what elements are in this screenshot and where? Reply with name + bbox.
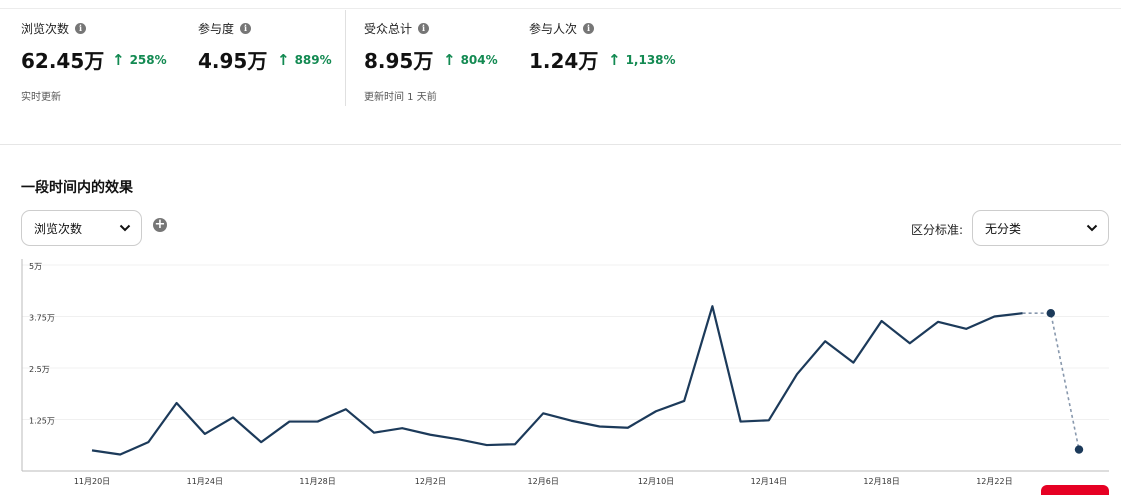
x-tick-label: 11月24日 [187, 477, 223, 486]
x-tick-label: 12月18日 [863, 477, 899, 486]
y-tick-label: 1.25万 [29, 417, 55, 426]
x-tick-label: 12月22日 [976, 477, 1012, 486]
projected-line [1022, 312, 1080, 450]
metric-change: ↑ 258% [112, 51, 167, 69]
info-icon[interactable]: i [240, 23, 252, 34]
info-icon[interactable]: i [583, 23, 595, 34]
realtime-note: 实时更新 [21, 92, 61, 103]
metric-label: 参与人次 i [529, 20, 595, 37]
metric-value: 4.95万 [198, 49, 268, 73]
x-tick-label: 12月2日 [415, 477, 446, 486]
metrics-panel: 浏览次数 i 62.45万 ↑ 258% 参与度 i 4.95万 ↑ 889% 实时更新… [0, 0, 1121, 145]
metric-label: 参与度 i [198, 20, 252, 37]
metric-label: 浏览次数 i [21, 20, 87, 37]
views-line-chart: 5万 3.75万 2.5万 1.25万 11月20日 11月24日 11月28日 12月2日 1… [21, 259, 1109, 486]
x-tick-label: 11月28日 [299, 477, 335, 486]
arrow-up-icon: ↑ [608, 51, 621, 69]
metric-change: ↑ 804% [443, 51, 498, 69]
chevron-down-icon [1086, 224, 1098, 232]
divider [345, 10, 346, 106]
metric-value: 8.95万 [364, 49, 434, 73]
x-tick-label: 12月6日 [528, 477, 559, 486]
arrow-up-icon: ↑ [112, 51, 125, 69]
metric-value: 1.24万 [529, 49, 599, 73]
y-tick-label: 5万 [29, 262, 42, 271]
arrow-up-icon: ↑ [443, 51, 456, 69]
arrow-up-icon: ↑ [277, 51, 290, 69]
add-metric-icon[interactable]: + [153, 217, 167, 232]
x-tick-label: 12月14日 [751, 477, 787, 486]
data-point-marker [1046, 309, 1056, 318]
metric-change: ↑ 889% [277, 51, 332, 69]
chevron-down-icon [119, 224, 131, 232]
section-title: 一段时间内的效果 [21, 180, 133, 196]
info-icon[interactable]: i [418, 23, 430, 34]
metric-select-value: 浏览次数 [34, 221, 83, 236]
y-tick-label: 3.75万 [29, 314, 55, 323]
metric-label: 受众总计 i [364, 20, 430, 37]
primary-action-button[interactable] [1041, 485, 1109, 495]
metric-value: 62.45万 [21, 49, 105, 73]
y-tick-label: 2.5万 [29, 365, 50, 374]
metric-change: ↑ 1,138% [608, 51, 676, 69]
data-point-marker [1074, 445, 1084, 454]
split-select[interactable]: 无分类 [972, 210, 1109, 246]
split-select-value: 无分类 [985, 221, 1022, 236]
x-tick-label: 11月20日 [74, 477, 110, 486]
split-label: 区分标准: [911, 223, 964, 237]
metric-select[interactable]: 浏览次数 [21, 210, 142, 246]
x-tick-label: 12月10日 [638, 477, 674, 486]
updated-note: 更新时间 1 天前 [364, 92, 437, 103]
info-icon[interactable]: i [75, 23, 87, 34]
series-line [91, 305, 1023, 456]
